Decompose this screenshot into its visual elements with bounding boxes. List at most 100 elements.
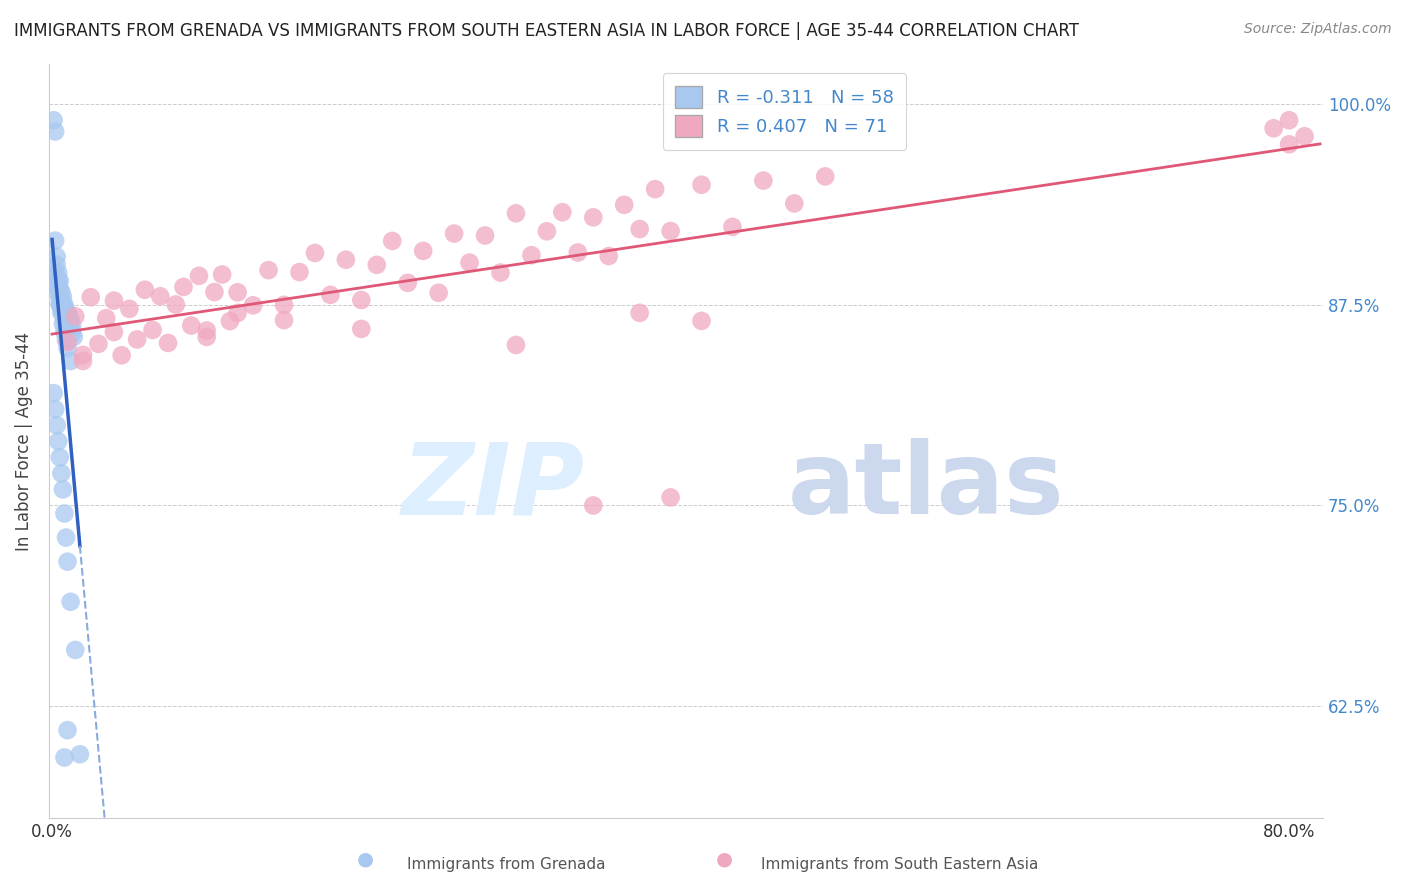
Text: Immigrants from South Eastern Asia: Immigrants from South Eastern Asia (761, 857, 1039, 872)
Point (505, 338, 527, 352)
Point (59, 314, 82, 328)
Point (65, 310, 87, 324)
Point (226, 285, 249, 300)
Point (783, 196, 806, 211)
Point (52, 298, 75, 312)
Point (59, 322, 82, 336)
Point (56, 723, 79, 738)
Point (659, 491, 682, 505)
Point (59, 354, 82, 368)
Point (427, 285, 450, 300)
Point (96, 311, 118, 326)
Point (62, 330, 84, 344)
Point (582, 211, 605, 225)
Legend: R = -0.311   N = 58, R = 0.407   N = 71: R = -0.311 N = 58, R = 0.407 N = 71 (662, 73, 907, 150)
Point (52, 306, 75, 320)
Point (49, 274, 72, 288)
Point (52, 317, 75, 331)
Point (567, 245, 589, 260)
Point (44, 234, 66, 248)
Point (46, 274, 69, 288)
Point (551, 205, 574, 219)
Point (55, 310, 77, 325)
Point (87, 336, 110, 351)
Point (1263, 121, 1285, 136)
Point (42, 113, 65, 128)
Point (53, 298, 76, 312)
Point (644, 182, 666, 196)
Point (56, 306, 79, 320)
Point (55, 333, 77, 347)
Point (111, 348, 134, 362)
Point (204, 285, 226, 299)
Point (44, 124, 66, 138)
Point (366, 258, 388, 272)
Text: Source: ZipAtlas.com: Source: ZipAtlas.com (1244, 22, 1392, 37)
Point (195, 330, 218, 344)
Point (53, 306, 76, 320)
Point (69, 747, 91, 762)
Point (443, 227, 465, 241)
Point (188, 268, 211, 283)
Point (127, 333, 149, 347)
Point (211, 268, 233, 282)
Point (58, 309, 80, 323)
Point (46, 286, 69, 301)
Point (60, 318, 83, 333)
Point (134, 283, 156, 297)
Point (1278, 113, 1301, 128)
Point (219, 314, 242, 328)
Text: IMMIGRANTS FROM GRENADA VS IMMIGRANTS FROM SOUTH EASTERN ASIA IN LABOR FORCE | A: IMMIGRANTS FROM GRENADA VS IMMIGRANTS FR… (14, 22, 1078, 40)
Point (44, 266, 66, 280)
Point (690, 178, 713, 192)
Text: atlas: atlas (787, 438, 1064, 535)
Point (51, 306, 73, 320)
Point (103, 325, 125, 339)
Point (56, 341, 79, 355)
Point (474, 228, 496, 243)
Point (613, 198, 636, 212)
Point (195, 324, 218, 338)
Point (304, 246, 326, 260)
Point (257, 263, 280, 277)
Point (721, 219, 744, 234)
Point (412, 244, 434, 258)
Point (72, 354, 94, 368)
Y-axis label: In Labor Force | Age 35-44: In Labor Force | Age 35-44 (15, 332, 32, 551)
Point (1278, 137, 1301, 152)
Point (273, 313, 295, 327)
Point (53, 750, 76, 764)
Point (659, 224, 682, 238)
Text: ZIP: ZIP (401, 438, 583, 535)
Point (598, 249, 620, 263)
Point (45, 418, 67, 433)
Point (46, 266, 69, 280)
Point (1294, 129, 1316, 144)
Point (72, 348, 94, 362)
Point (55, 531, 77, 545)
Point (44, 402, 66, 417)
Point (536, 224, 558, 238)
Point (52, 483, 75, 497)
Point (53, 325, 76, 339)
Point (165, 297, 187, 311)
Point (226, 306, 249, 320)
Point (49, 296, 72, 310)
Point (752, 173, 775, 187)
Point (59, 595, 82, 609)
Point (157, 335, 180, 350)
Point (80, 290, 103, 304)
Point (582, 499, 605, 513)
Point (458, 255, 481, 269)
Point (381, 234, 404, 248)
Point (65, 643, 87, 657)
Point (149, 289, 172, 303)
Point (118, 301, 141, 316)
Point (56, 334, 79, 349)
Text: ●: ● (716, 850, 733, 869)
Point (49, 282, 72, 296)
Point (628, 306, 651, 320)
Point (51, 467, 73, 481)
Point (142, 323, 165, 337)
Point (273, 298, 295, 312)
